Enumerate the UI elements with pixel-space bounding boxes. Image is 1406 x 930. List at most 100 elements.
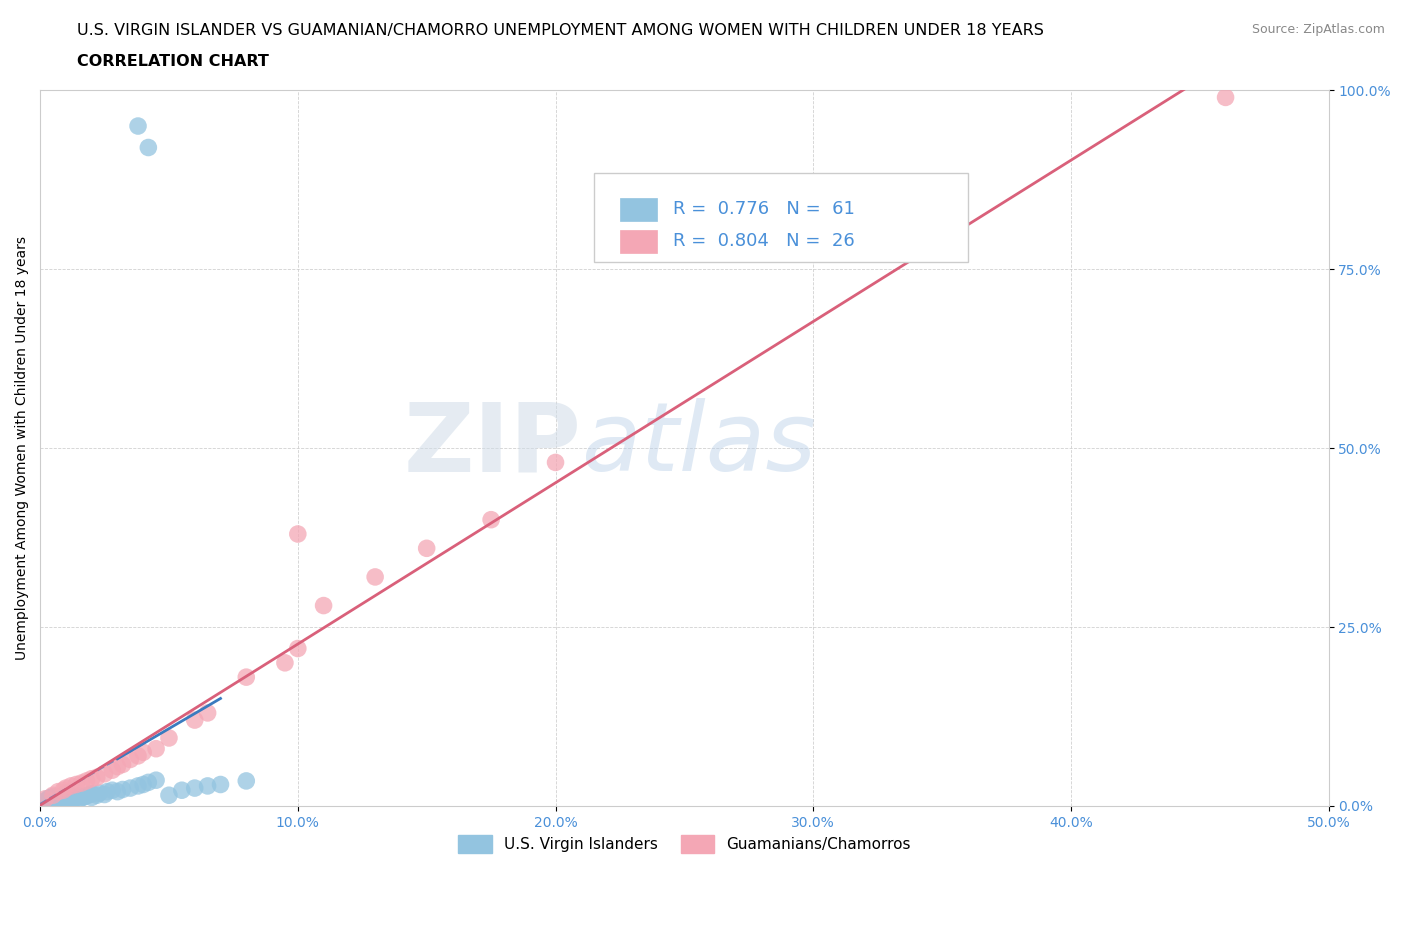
- Point: [120, 752, 142, 767]
- Point: [39, 795, 62, 810]
- Text: ZIP: ZIP: [404, 398, 581, 491]
- Point: [52, 793, 75, 808]
- Y-axis label: Unemployment Among Women with Children Under 18 years: Unemployment Among Women with Children U…: [15, 236, 30, 660]
- Point: [80, 787, 103, 802]
- Point: [96, 784, 118, 799]
- Point: [42, 791, 65, 806]
- Point: [67, 792, 90, 807]
- Point: [37, 795, 59, 810]
- Text: atlas: atlas: [581, 398, 817, 491]
- Point: [1215, 90, 1237, 105]
- Point: [55, 780, 77, 795]
- Text: R =  0.776   N =  61: R = 0.776 N = 61: [672, 200, 855, 218]
- Point: [479, 512, 502, 527]
- Point: [70, 790, 93, 805]
- Point: [39, 791, 62, 806]
- Point: [34, 793, 56, 808]
- Point: [37, 793, 59, 808]
- Point: [80, 790, 103, 804]
- Point: [60, 792, 83, 807]
- Point: [86, 788, 108, 803]
- Text: Source: ZipAtlas.com: Source: ZipAtlas.com: [1251, 23, 1385, 36]
- Point: [76, 789, 98, 804]
- Point: [107, 784, 129, 799]
- Point: [77, 787, 100, 802]
- Point: [49, 792, 72, 807]
- Point: [34, 791, 56, 806]
- Point: [101, 783, 124, 798]
- Point: [52, 790, 75, 805]
- Point: [287, 526, 309, 541]
- Point: [46, 792, 69, 807]
- Point: [364, 569, 387, 584]
- Point: [145, 773, 167, 788]
- Point: [312, 598, 335, 613]
- Point: [197, 706, 219, 721]
- Point: [46, 784, 69, 799]
- Point: [39, 790, 62, 804]
- Point: [80, 771, 103, 786]
- Point: [52, 783, 75, 798]
- Point: [45, 792, 67, 807]
- Point: [197, 778, 219, 793]
- Point: [274, 656, 297, 671]
- Point: [157, 788, 180, 803]
- Point: [184, 712, 207, 727]
- Point: [89, 786, 111, 801]
- Point: [62, 791, 84, 806]
- Point: [55, 789, 77, 804]
- Point: [55, 791, 77, 806]
- Point: [60, 790, 83, 804]
- Point: [111, 782, 134, 797]
- Point: [86, 770, 108, 785]
- Point: [132, 745, 155, 760]
- Point: [31, 795, 53, 810]
- Point: [107, 759, 129, 774]
- Point: [93, 787, 115, 802]
- Point: [55, 786, 77, 801]
- Point: [34, 795, 56, 810]
- Point: [170, 783, 193, 798]
- FancyBboxPatch shape: [595, 173, 967, 262]
- Point: [37, 791, 59, 806]
- Point: [127, 778, 149, 793]
- Point: [42, 793, 65, 808]
- Point: [138, 140, 160, 155]
- Legend: U.S. Virgin Islanders, Guamanians/Chamorros: U.S. Virgin Islanders, Guamanians/Chamor…: [451, 830, 917, 859]
- Point: [46, 790, 69, 804]
- Point: [67, 789, 90, 804]
- Bar: [620, 230, 657, 253]
- Point: [45, 794, 67, 809]
- Point: [138, 775, 160, 790]
- Point: [111, 757, 134, 772]
- Point: [415, 541, 437, 556]
- Point: [42, 790, 65, 804]
- Point: [544, 455, 567, 470]
- Point: [120, 780, 142, 795]
- Point: [101, 763, 124, 777]
- Point: [73, 790, 96, 804]
- Point: [60, 778, 83, 793]
- Point: [184, 780, 207, 795]
- Point: [55, 793, 77, 808]
- Point: [93, 766, 115, 781]
- Point: [45, 790, 67, 805]
- Point: [46, 795, 69, 810]
- Point: [209, 777, 232, 792]
- Point: [235, 670, 257, 684]
- Point: [70, 776, 93, 790]
- Point: [127, 119, 149, 134]
- Point: [145, 741, 167, 756]
- Point: [49, 794, 72, 809]
- Point: [287, 641, 309, 656]
- Text: U.S. VIRGIN ISLANDER VS GUAMANIAN/CHAMORRO UNEMPLOYMENT AMONG WOMEN WITH CHILDRE: U.S. VIRGIN ISLANDER VS GUAMANIAN/CHAMOR…: [77, 23, 1045, 38]
- Bar: [620, 197, 657, 220]
- Point: [235, 774, 257, 789]
- Point: [132, 777, 155, 792]
- Point: [39, 793, 62, 808]
- Point: [49, 790, 72, 804]
- Point: [76, 774, 98, 789]
- Point: [42, 788, 65, 803]
- Point: [127, 749, 149, 764]
- Point: [42, 795, 65, 810]
